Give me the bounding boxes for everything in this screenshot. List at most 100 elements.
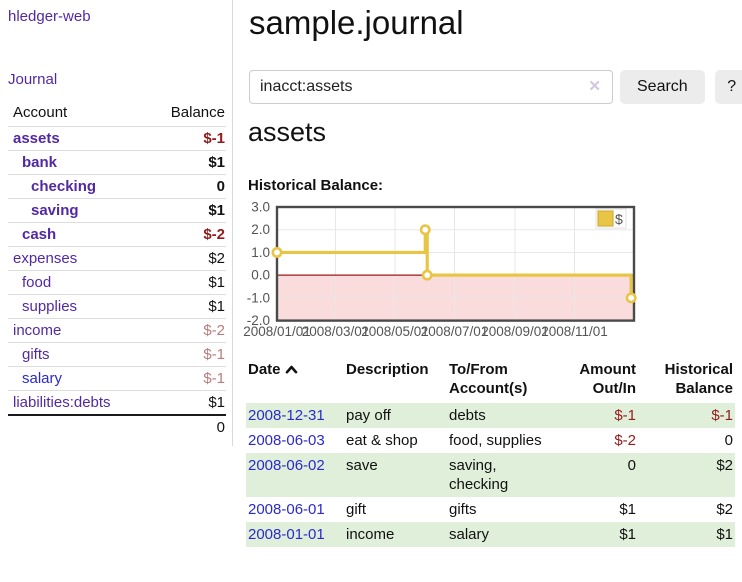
clear-search-icon[interactable]: ✕	[588, 78, 601, 95]
register-header-date-label: Date	[248, 361, 281, 378]
account-row: expenses $2	[8, 246, 226, 271]
register-header-date[interactable]: Date	[246, 358, 344, 403]
brand-link[interactable]: hledger-web	[8, 8, 91, 25]
transaction-date-link[interactable]: 2008-12-31	[248, 407, 325, 424]
account-link[interactable]: saving	[31, 202, 79, 219]
transaction-amount: $-1	[614, 407, 636, 424]
svg-text:3.0: 3.0	[251, 200, 270, 215]
svg-text:-2.0: -2.0	[247, 313, 270, 328]
register-header-description: Description	[346, 361, 429, 378]
svg-text:-1.0: -1.0	[247, 290, 270, 305]
help-button[interactable]: ?	[714, 70, 742, 104]
register-header-balance: Historical Balance	[664, 361, 733, 397]
svg-text:2008/11/01: 2008/11/01	[541, 324, 608, 339]
svg-text:1.0: 1.0	[251, 245, 270, 260]
svg-text:2.0: 2.0	[251, 222, 270, 237]
transaction-accounts: salary	[449, 526, 490, 543]
svg-text:0.0: 0.0	[251, 268, 270, 283]
account-link[interactable]: liabilities:debts	[13, 394, 111, 411]
transaction-description: save	[346, 457, 378, 474]
account-link[interactable]: assets	[13, 130, 60, 147]
transaction-date-link[interactable]: 2008-06-02	[248, 457, 325, 474]
account-link[interactable]: food	[22, 274, 52, 291]
account-balance: $-1	[145, 342, 226, 367]
transaction-row: 2008-12-31 pay off debts $-1 $-1	[246, 403, 735, 428]
accounts-header-balance: Balance	[170, 104, 225, 121]
search-input-wrap: ✕	[249, 70, 613, 104]
search-bar: ✕ Search ?	[249, 70, 742, 104]
transaction-amount: $1	[619, 501, 636, 518]
transaction-date-link[interactable]: 2008-01-01	[248, 526, 325, 543]
transaction-date-link[interactable]: 2008-06-03	[248, 432, 325, 449]
account-row: liabilities:debts $1	[8, 390, 226, 415]
transaction-balance: 0	[724, 432, 733, 449]
transaction-description: income	[346, 526, 395, 543]
transaction-balance: $2	[716, 457, 733, 474]
svg-text:2008/05/01: 2008/05/01	[361, 324, 429, 339]
transaction-row: 2008-06-02 save saving, checking 0 $2	[246, 453, 735, 497]
svg-text:2008/09/01: 2008/09/01	[481, 324, 549, 339]
transaction-amount: 0	[627, 457, 636, 474]
svg-text:2008/03/01: 2008/03/01	[302, 324, 370, 339]
account-row: saving $1	[8, 198, 226, 223]
account-balance: $-1	[145, 366, 226, 391]
register-header-accounts: To/From Account(s)	[449, 361, 528, 397]
accounts-total-balance: 0	[145, 414, 226, 439]
accounts-header-row: Account Balance	[8, 100, 226, 127]
account-row: checking 0	[8, 174, 226, 199]
account-balance: $-2	[145, 318, 226, 343]
accounts-table: Account Balance assets $-1 bank $1 checking 0…	[8, 100, 226, 439]
historical-balance-chart: $3.0 2.0 1.0 0.0 -1.0 -2.0 2008/01/01 2008/03/0…	[243, 200, 658, 342]
account-balance: $1	[145, 270, 226, 295]
transaction-amount: $1	[619, 526, 636, 543]
account-row: food $1	[8, 270, 226, 295]
page-title: sample.journal	[249, 4, 464, 41]
account-balance: $-2	[145, 222, 226, 247]
account-link[interactable]: expenses	[13, 250, 78, 267]
transaction-accounts: food, supplies	[449, 432, 542, 449]
search-button[interactable]: Search	[620, 70, 705, 104]
transaction-row: 2008-06-03 eat & shop food, supplies $-2 0	[246, 428, 735, 453]
account-row: income $-2	[8, 318, 226, 343]
transaction-row: 2008-01-01 income salary $1 $1	[246, 522, 735, 547]
account-row: supplies $1	[8, 294, 226, 319]
account-link[interactable]: checking	[31, 178, 97, 195]
transaction-balance: $2	[716, 501, 733, 518]
transaction-description: pay off	[346, 407, 391, 424]
chart-title: Historical Balance:	[248, 177, 384, 194]
account-link[interactable]: cash	[22, 226, 57, 243]
register-header-row: Date Description To/From Account(s) Amou…	[246, 358, 735, 403]
account-balance: $1	[145, 294, 226, 319]
transaction-date-link[interactable]: 2008-06-01	[248, 501, 325, 518]
transaction-balance: $-1	[711, 407, 733, 424]
account-link[interactable]: salary	[22, 370, 63, 387]
account-heading: assets	[248, 117, 327, 147]
register-table: Date Description To/From Account(s) Amou…	[246, 358, 735, 547]
transaction-accounts: saving, checking	[449, 457, 509, 493]
search-input[interactable]	[249, 70, 613, 104]
transaction-description: gift	[346, 501, 367, 518]
sidebar-item-journal[interactable]: Journal	[8, 71, 58, 88]
transaction-description: eat & shop	[346, 432, 418, 449]
account-row: salary $-1	[8, 366, 226, 391]
transaction-row: 2008-06-01 gift gifts $1 $2	[246, 497, 735, 522]
accounts-header-account: Account	[13, 104, 68, 121]
account-row: assets $-1	[8, 126, 226, 151]
svg-text:$: $	[615, 211, 623, 227]
account-link[interactable]: income	[13, 322, 62, 339]
account-link[interactable]: bank	[22, 154, 58, 171]
account-balance: $1	[145, 150, 226, 175]
transaction-accounts: debts	[449, 407, 486, 424]
account-balance: $1	[145, 390, 226, 415]
account-link[interactable]: supplies	[22, 298, 78, 315]
account-balance: $-1	[145, 126, 226, 151]
svg-text:2008/01/01: 2008/01/01	[243, 324, 311, 339]
account-balance: $2	[145, 246, 226, 271]
account-balance: 0	[145, 174, 226, 199]
sort-ascending-icon	[285, 365, 297, 374]
account-row: bank $1	[8, 150, 226, 175]
accounts-total-row: 0	[8, 414, 226, 439]
sidebar: hledger-web Journal Account Balance asse…	[0, 0, 233, 446]
account-row: gifts $-1	[8, 342, 226, 367]
account-link[interactable]: gifts	[22, 346, 50, 363]
